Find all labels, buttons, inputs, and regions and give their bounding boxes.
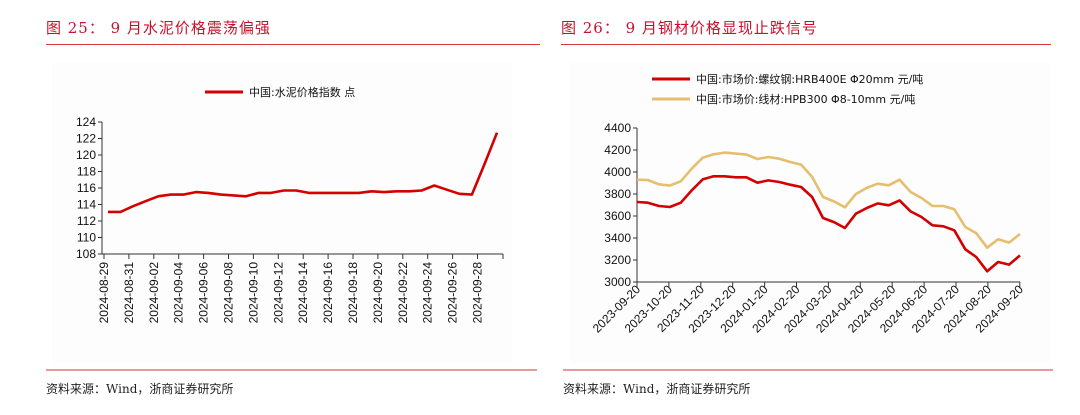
x-tick-label: 2024-09-04: [172, 262, 186, 324]
y-tick-label: 118: [77, 165, 96, 179]
y-tick-label: 3000: [604, 275, 631, 289]
data-line: [108, 132, 499, 214]
x-tick-label: 2024-09-26: [446, 262, 460, 324]
y-tick-label: 4000: [604, 165, 631, 179]
x-tick-label: 2024-09-18: [346, 262, 360, 324]
x-tick-label: 2024-09-16: [321, 262, 335, 324]
x-tick-label: 2024-09-20: [371, 262, 385, 324]
y-tick-label: 114: [77, 198, 96, 212]
figure-26-panel: 图 26： 9 月钢材价格显现止跌信号 中国:市场价:螺纹钢:HRB400E Φ…: [540, 0, 1080, 415]
chart-area: [570, 63, 1050, 363]
x-tick-label: 2024-09-14: [296, 262, 310, 324]
y-tick-label: 110: [77, 231, 96, 245]
data-line: [636, 175, 1021, 273]
bottom-divider: [46, 369, 537, 371]
figure-25-title: 图 25： 9 月水泥价格震荡偏强: [46, 19, 271, 37]
legend-label: 中国:水泥价格指数 点: [249, 85, 355, 99]
y-tick-label: 3200: [604, 253, 631, 267]
x-tick-label: 2024-09-02: [147, 262, 161, 324]
y-tick-label: 3800: [604, 187, 631, 201]
y-tick-label: 122: [76, 132, 96, 146]
x-tick-label: 2024-08-31: [122, 262, 136, 324]
source-note: 资料来源：Wind，浙商证券研究所: [563, 382, 751, 396]
x-tick-label: 2024-08-29: [97, 262, 111, 324]
y-tick-label: 4200: [604, 143, 631, 157]
x-tick-label: 2024-09-28: [471, 262, 485, 324]
bottom-divider: [563, 369, 1053, 371]
y-tick-label: 112: [77, 214, 96, 228]
figure-26-title: 图 26： 9 月钢材价格显现止跌信号: [561, 19, 818, 37]
x-tick-label: 2024-09-22: [396, 262, 410, 324]
source-note: 资料来源：Wind，浙商证券研究所: [46, 382, 234, 396]
x-tick-label: 2024-09-06: [197, 262, 211, 324]
title-divider: [46, 44, 540, 45]
steel-price-chart: 中国:市场价:螺纹钢:HRB400E Φ20mm 元/吨中国:市场价:线材:HP…: [590, 72, 1026, 336]
x-tick-label: 2024-09-08: [222, 262, 236, 324]
y-tick-label: 120: [76, 148, 96, 162]
figure-25-panel: 图 25： 9 月水泥价格震荡偏强 中国:水泥价格指数 点 108 110 112 11…: [46, 19, 540, 396]
x-tick-label: 2024-09-12: [271, 262, 285, 324]
chart-area: [52, 63, 512, 363]
y-tick-label: 3600: [604, 209, 631, 223]
legend-label: 中国:市场价:螺纹钢:HRB400E Φ20mm 元/吨: [696, 72, 923, 86]
y-tick-label: 4400: [604, 121, 631, 135]
cement-price-chart: 中国:水泥价格指数 点 108 110 112 114 116 118 120 122 124 20…: [76, 85, 504, 324]
y-tick-label: 108: [76, 247, 96, 261]
y-tick-label: 3400: [604, 231, 631, 245]
x-tick-label: 2024-09-10: [246, 262, 260, 324]
title-divider: [561, 44, 1051, 45]
y-tick-label: 124: [76, 115, 96, 129]
legend-label: 中国:市场价:线材:HPB300 Φ8-10mm 元/吨: [696, 92, 915, 106]
y-tick-label: 116: [77, 181, 96, 195]
x-tick-label: 2024-09-24: [421, 262, 435, 324]
data-line: [636, 151, 1021, 249]
